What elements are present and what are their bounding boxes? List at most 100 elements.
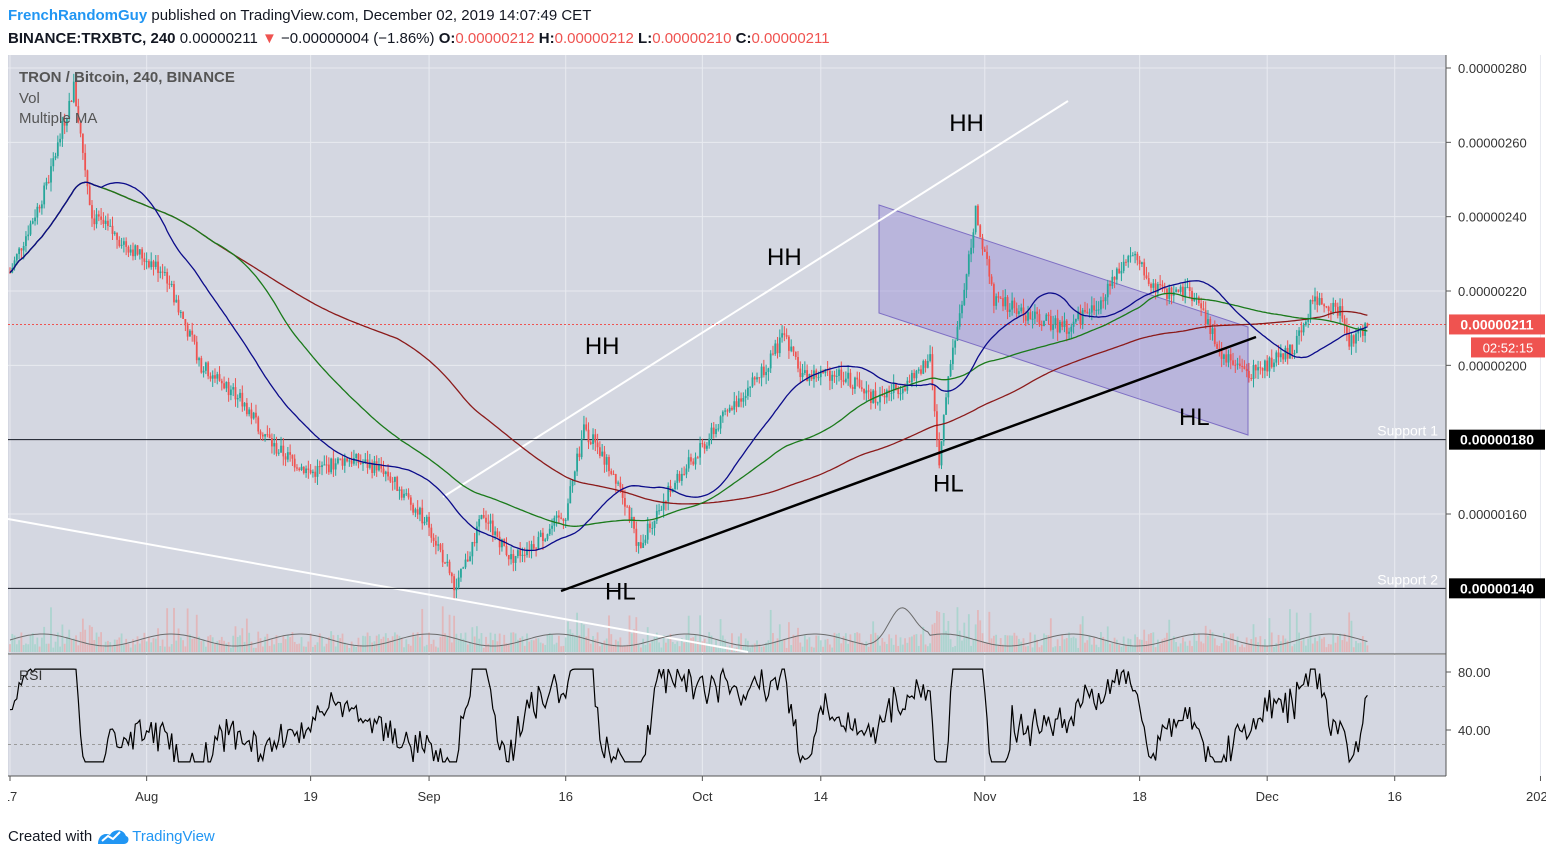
candle-body [838, 369, 840, 376]
candle-body [1095, 309, 1098, 311]
candle-body [1065, 320, 1068, 334]
candle-body [926, 360, 929, 368]
candle-body [995, 296, 998, 306]
candle-body [47, 181, 50, 183]
volume-bar [501, 645, 503, 652]
volume-bar [1311, 643, 1314, 652]
volume-bar [762, 646, 765, 652]
candle-body [758, 377, 761, 379]
volume-bar [646, 627, 649, 652]
volume-bar [22, 644, 25, 652]
volume-bar [478, 638, 481, 652]
volume-bar [933, 622, 936, 652]
volume-bar [316, 642, 319, 652]
candle-body [551, 525, 553, 529]
volume-bar [908, 637, 911, 652]
candle-body [1307, 317, 1310, 322]
candle-body [662, 500, 665, 510]
candle-body [1027, 312, 1029, 321]
volume-bar [318, 633, 321, 652]
candle-body [1052, 324, 1054, 330]
candle-body [967, 254, 970, 275]
volume-bar [740, 633, 742, 652]
candle-body [339, 458, 342, 460]
volume-bar [560, 646, 563, 652]
volume-bar [116, 639, 118, 652]
volume-bar [847, 643, 850, 652]
volume-bar [706, 642, 708, 652]
candle-body [245, 402, 248, 415]
candle-body [482, 514, 485, 518]
volume-bar [325, 643, 328, 652]
rising-support-trendline[interactable] [560, 335, 1257, 593]
candle-body [1282, 353, 1285, 360]
candle-body [357, 454, 360, 463]
author-name[interactable]: FrenchRandomGuy [8, 7, 148, 24]
candle-body [596, 442, 599, 448]
candle-body [523, 554, 526, 556]
volume-bar [482, 647, 485, 652]
volume-bar [1109, 643, 1111, 652]
candle-body [1111, 276, 1114, 287]
volume-bar [897, 645, 900, 652]
candle-body [1273, 362, 1275, 368]
volume-bar [592, 636, 594, 652]
volume-bar [1070, 637, 1073, 652]
candle-body [346, 458, 348, 462]
volume-bar [152, 638, 155, 652]
candle-body [915, 370, 918, 379]
volume-bars [9, 606, 1369, 652]
candle-body [1024, 315, 1027, 321]
candle-body [1097, 309, 1100, 311]
candle-body [1022, 307, 1025, 316]
candle-body [1314, 296, 1316, 302]
tradingview-link[interactable]: TradingView [132, 827, 215, 845]
candle-body [88, 186, 91, 206]
volume-bar [1168, 619, 1171, 652]
volume-bar [612, 644, 615, 652]
close-label: C: [735, 30, 752, 47]
candle-body [132, 249, 134, 257]
candle-body [211, 375, 214, 379]
volume-bar [387, 638, 389, 652]
footer: Created with TradingView [8, 826, 215, 846]
volume-bar [204, 646, 207, 652]
candle-body [434, 540, 437, 546]
candle-body [375, 461, 378, 471]
volume-bar [1234, 645, 1237, 652]
candle-body [910, 372, 913, 383]
candle-body [1364, 323, 1367, 336]
price-axis[interactable]: 0.00000280 0.00000260 0.00000240 0.00000220… [1446, 61, 1545, 599]
descending-channel[interactable] [878, 204, 1249, 436]
volume-bar [1316, 641, 1319, 652]
volume-bar [1045, 635, 1048, 652]
candle-body [86, 170, 89, 187]
volume-bar [257, 631, 260, 652]
upper-trendline[interactable] [442, 100, 1069, 498]
price-chart[interactable]: HH HH HH HL HL HL Support 1 Support 2 TRON / B… [3, 55, 1554, 811]
lower-trendline[interactable] [7, 518, 749, 653]
candle-body [972, 232, 975, 248]
volume-bar [54, 641, 57, 652]
volume-bar [507, 643, 510, 652]
volume-bar [1284, 638, 1287, 652]
candle-body [715, 428, 717, 435]
candle-body [248, 409, 251, 415]
candle-body [585, 424, 588, 430]
rsi-axis[interactable]: 80.00 40.00 [1446, 665, 1491, 738]
candle-body [747, 387, 749, 396]
candle-body [309, 469, 312, 474]
candle-body [118, 239, 121, 246]
volume-bar [1345, 641, 1348, 652]
candle-body [576, 453, 578, 472]
volume-bar [1334, 642, 1337, 652]
volume-bar [337, 634, 339, 652]
candle-body [432, 537, 435, 541]
volume-bar [198, 636, 200, 652]
candle-body [15, 254, 18, 261]
volume-bar [569, 629, 572, 652]
candle-body [243, 402, 246, 407]
candle-body [141, 249, 143, 259]
chart-frame[interactable]: HH HH HH HL HL HL Support 1 Support 2 TRON / B… [3, 55, 1554, 811]
